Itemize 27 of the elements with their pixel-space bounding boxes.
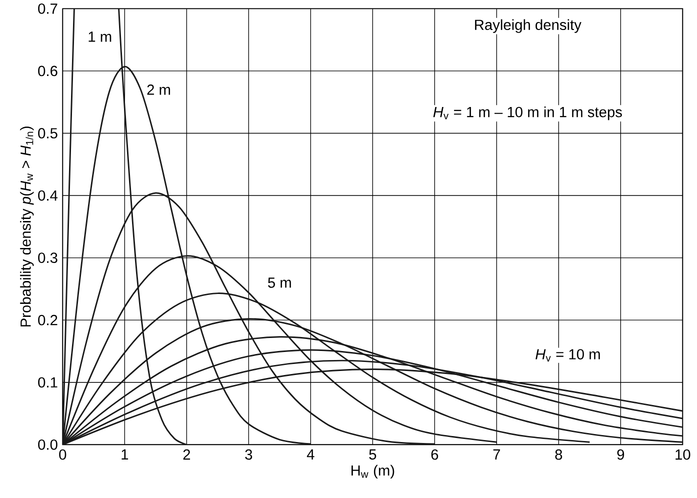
x-tick-label: 6 <box>431 449 438 460</box>
x-tick-label: 8 <box>555 449 562 460</box>
annotation: Rayleigh density <box>475 19 582 33</box>
x-tick-label: 7 <box>493 449 500 460</box>
y-tick-label: 0.2 <box>38 314 58 326</box>
annotation: 1 m <box>88 32 112 42</box>
y-tick-label: 0.5 <box>38 128 58 138</box>
annotation: H$_{v}$ = 10 m <box>536 349 600 362</box>
x-tick-label: 10 <box>676 449 690 460</box>
y-tick-label: 0.6 <box>38 66 58 76</box>
y-tick-label: 0.1 <box>38 377 58 388</box>
y-tick-label: 0.0 <box>38 439 58 450</box>
x-axis-title: H$_{w}$ (m) <box>352 464 394 479</box>
x-tick-label: 2 <box>183 449 190 460</box>
x-tick-label: 5 <box>369 449 376 460</box>
y-tick-label: 0.4 <box>38 190 58 201</box>
annotation: H$_{v}$ = 1 m – 10 m in 1 m steps <box>433 106 622 120</box>
x-tick-label: 9 <box>617 449 624 460</box>
text: Probability density p(H$_{w}$ > H$_{1/n}$) <box>20 126 34 326</box>
annotation: 2 m <box>147 84 170 95</box>
annotation: 5 m <box>268 278 291 288</box>
y-tick-label: 0.3 <box>38 252 58 263</box>
x-tick-label: 1 <box>122 449 128 460</box>
y-tick-label: 0.7 <box>38 3 58 14</box>
x-tick-label: 4 <box>306 449 314 460</box>
x-tick-label: 3 <box>245 449 252 460</box>
x-tick-label: 0 <box>59 449 66 460</box>
